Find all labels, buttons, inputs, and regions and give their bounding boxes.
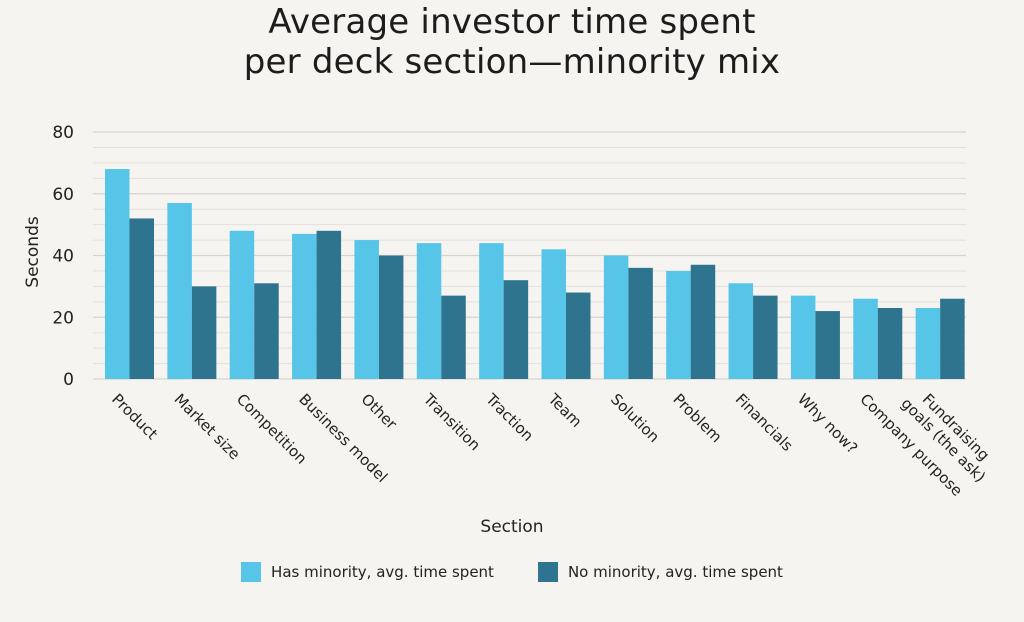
y-axis-label: Seconds [23, 216, 43, 288]
bar-has-minority [604, 256, 629, 380]
x-tick-label: Product [108, 390, 161, 443]
bar-no-minority [691, 265, 716, 379]
x-tick-label: Problem [669, 390, 725, 446]
x-axis-label: Section [480, 517, 543, 537]
bar-has-minority [542, 249, 567, 379]
bar-has-minority [417, 243, 442, 379]
bar-has-minority [105, 169, 130, 379]
bar-no-minority [940, 299, 965, 379]
bar-has-minority [292, 234, 317, 379]
bars [105, 169, 965, 379]
x-tick-label: Team [544, 389, 585, 430]
bar-no-minority [815, 311, 840, 379]
bar-has-minority [853, 299, 878, 379]
bar-no-minority [441, 296, 466, 379]
legend-item-has-minority: Has minority, avg. time spent [241, 562, 494, 582]
bar-no-minority [317, 231, 342, 379]
legend-label-has-minority: Has minority, avg. time spent [271, 563, 494, 581]
x-tick-label: Market size [171, 390, 244, 463]
y-tick-label: 40 [52, 247, 74, 267]
bar-no-minority [878, 308, 903, 379]
x-tick-label: Traction [482, 389, 537, 444]
legend-label-no-minority: No minority, avg. time spent [568, 563, 783, 581]
legend-item-no-minority: No minority, avg. time spent [538, 562, 783, 582]
x-tick-label: Other [358, 390, 401, 433]
bar-no-minority [566, 293, 591, 379]
x-tick-label: Financials [732, 390, 797, 455]
x-tick-label: Why now? [794, 390, 861, 457]
x-tick-label: Solution [607, 390, 663, 446]
bar-has-minority [666, 271, 691, 379]
y-tick-label: 20 [52, 308, 74, 328]
bar-no-minority [379, 256, 404, 380]
bar-has-minority [916, 308, 941, 379]
y-tick-label: 0 [63, 370, 74, 390]
bar-has-minority [167, 203, 192, 379]
bar-no-minority [628, 268, 653, 379]
legend: Has minority, avg. time spent No minorit… [0, 562, 1024, 582]
bar-no-minority [192, 286, 217, 379]
x-tick-label: Transition [419, 389, 484, 454]
bar-no-minority [504, 280, 528, 379]
y-tick-label: 80 [52, 123, 74, 143]
bar-has-minority [729, 283, 754, 379]
legend-swatch-has-minority [241, 562, 261, 582]
bar-no-minority [254, 283, 279, 379]
bar-has-minority [791, 296, 816, 379]
y-axis-ticks: 0 20 40 60 80 [52, 123, 74, 390]
legend-swatch-no-minority [538, 562, 558, 582]
y-tick-label: 60 [52, 185, 74, 205]
bar-has-minority [230, 231, 255, 379]
bar-has-minority [354, 240, 379, 379]
bar-has-minority [479, 243, 504, 379]
bar-no-minority [753, 296, 778, 379]
bar-no-minority [130, 218, 155, 379]
